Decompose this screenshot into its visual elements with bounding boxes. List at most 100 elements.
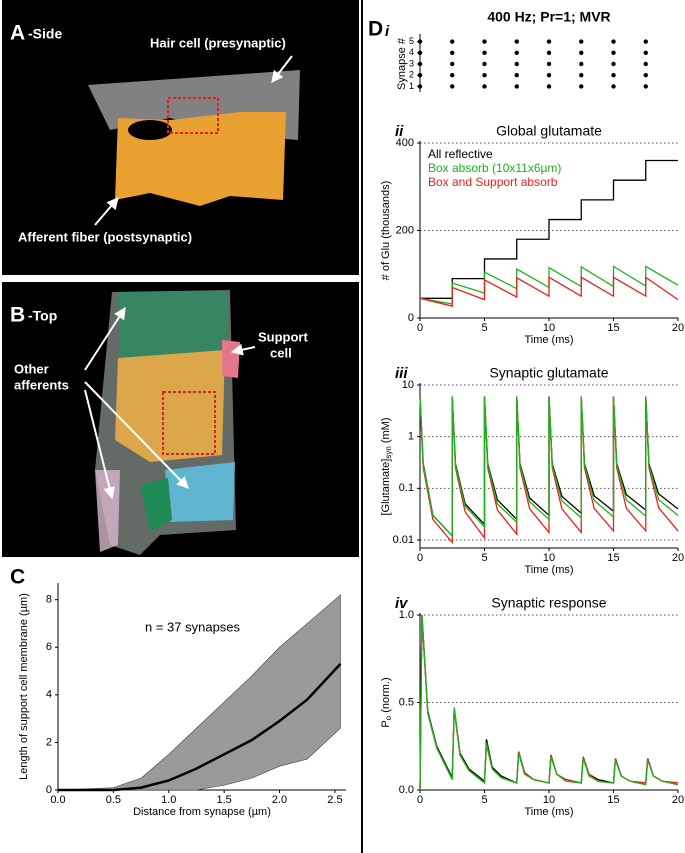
spike-dot xyxy=(579,61,584,67)
arrow xyxy=(84,389,116,500)
legend-entry: Box absorb (10x11x6µm) xyxy=(428,161,561,175)
y-tick-label: 4 xyxy=(409,47,414,57)
cavity xyxy=(128,120,172,140)
spike-dot xyxy=(482,73,487,78)
spike-dot xyxy=(514,73,519,78)
y-tick-label: 0 xyxy=(408,312,414,324)
chart-title: Synaptic response xyxy=(491,595,606,611)
chart-title: Synaptic glutamate xyxy=(489,365,608,381)
support-cell-shape xyxy=(115,350,225,462)
afferent-shape xyxy=(165,462,235,522)
spike-dot xyxy=(514,50,519,55)
spike-dot xyxy=(514,61,519,67)
y-axis-label-text: Length of support cell membrane (µm) xyxy=(18,593,30,780)
panel-view: -Top xyxy=(28,308,57,324)
zoom-box xyxy=(162,391,216,455)
spike-dot xyxy=(450,61,455,67)
series-line xyxy=(419,614,679,791)
series-line xyxy=(419,396,679,538)
x-tick-label: 5 xyxy=(481,322,487,334)
y-tick-label: 0.0 xyxy=(399,784,414,796)
x-tick-label: 10 xyxy=(543,322,555,334)
x-axis-label: Distance from synapse (µm) xyxy=(133,806,271,818)
y-tick-label: 0.1 xyxy=(399,482,414,494)
spike-dot xyxy=(514,84,519,89)
x-tick-label: 15 xyxy=(607,552,619,564)
y-tick-label: 1 xyxy=(408,431,414,443)
x-tick-label: 10 xyxy=(543,552,555,564)
spike-dot xyxy=(546,73,552,78)
spike-dot xyxy=(546,39,552,44)
x-tick-label: 15 xyxy=(607,794,619,806)
image-label: Other xyxy=(14,361,49,376)
chart-title: 400 Hz; Pr=1; MVR xyxy=(487,9,610,25)
y-tick-label: 1 xyxy=(409,81,414,91)
x-axis-label: Time (ms) xyxy=(524,334,573,346)
subpanel-letter: iv xyxy=(395,595,409,612)
spike-dot xyxy=(546,84,552,89)
panel-letter: C xyxy=(10,566,25,589)
image-label: afferents xyxy=(14,377,69,392)
spike-dot xyxy=(611,61,616,67)
y-tick-label: 0.01 xyxy=(393,534,414,546)
spike-dot xyxy=(450,84,455,89)
legend-entry: All reflective xyxy=(428,147,493,161)
panel-letter: B xyxy=(10,304,25,327)
spike-dot xyxy=(482,61,487,67)
spike-dot xyxy=(643,61,648,67)
x-tick-label: 20 xyxy=(672,552,684,564)
spike-dot xyxy=(482,39,487,44)
image-label: Afferent fiber (postsynaptic) xyxy=(18,229,192,244)
y-axis-label-text: [Glutamate] xyxy=(380,459,392,516)
spike-dot xyxy=(482,50,487,55)
x-tick-label: 5 xyxy=(481,552,487,564)
spike-dot xyxy=(579,39,584,44)
y-axis-label: Length of support cell membrane (µm) xyxy=(18,593,30,780)
spike-dot xyxy=(417,39,423,44)
y-axis-label: Po (norm.) xyxy=(380,677,393,727)
spike-dot xyxy=(450,39,455,44)
subpanel-letter: iii xyxy=(395,365,408,382)
spike-dot xyxy=(611,39,616,44)
x-tick-label: 20 xyxy=(672,322,684,334)
image-label: cell xyxy=(270,345,292,360)
spike-dot xyxy=(546,61,552,67)
x-tick-label: 1.5 xyxy=(217,794,232,806)
arrow xyxy=(230,343,256,356)
spike-dot xyxy=(450,50,455,55)
spike-dot xyxy=(579,84,584,89)
y-axis-label: Synapse # xyxy=(396,37,408,90)
spike-dot xyxy=(643,84,648,89)
x-tick-label: 15 xyxy=(607,322,619,334)
y-tick-label: 400 xyxy=(396,137,414,149)
spike-dot xyxy=(611,50,616,55)
arrow xyxy=(271,55,293,83)
x-axis-label: Time (ms) xyxy=(524,806,573,818)
spike-dot xyxy=(611,73,616,78)
y-axis-label-unit: (mM) xyxy=(380,417,392,446)
y-tick-label: 5 xyxy=(409,36,414,46)
spike-dot xyxy=(611,84,616,89)
y-axis-label-unit: (norm.) xyxy=(380,677,392,716)
arrow xyxy=(84,381,189,489)
y-axis-label-text: # of Glu (thousands) xyxy=(380,181,392,281)
x-tick-label: 10 xyxy=(543,794,555,806)
y-tick-label: 3 xyxy=(409,58,414,68)
y-tick-label: 1.0 xyxy=(399,609,414,621)
y-axis-label: # of Glu (thousands) xyxy=(380,181,392,281)
y-tick-label: 200 xyxy=(396,224,414,236)
afferent-shape xyxy=(118,292,228,360)
arrow xyxy=(94,197,119,226)
y-axis-label-text: P xyxy=(380,720,392,727)
x-tick-label: 0.0 xyxy=(50,794,65,806)
y-tick-label: 8 xyxy=(46,594,52,606)
y-tick-label: 4 xyxy=(46,689,52,701)
spike-dot xyxy=(643,73,648,78)
chart-title: Global glutamate xyxy=(496,123,602,139)
zoom-box xyxy=(167,97,219,134)
image-label: Hair cell (presynaptic) xyxy=(150,35,286,50)
series-line xyxy=(420,159,678,299)
panel-letter: D xyxy=(368,18,383,41)
y-tick-label: 0 xyxy=(46,784,52,796)
